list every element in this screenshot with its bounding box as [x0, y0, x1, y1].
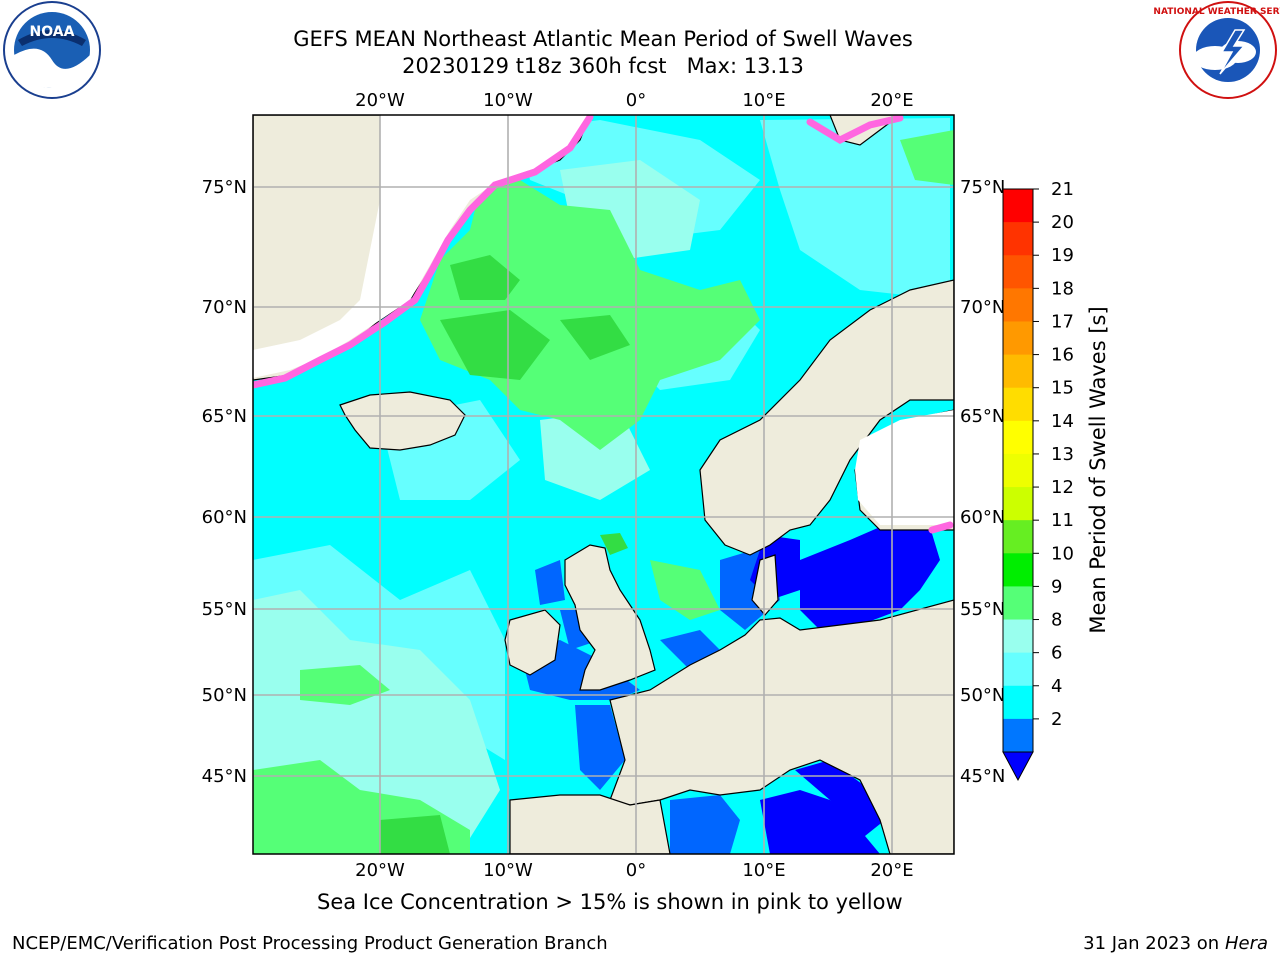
lat-tick-label: 50°N [960, 685, 1005, 706]
lat-tick-label: 55°N [960, 599, 1005, 620]
lat-tick-label: 70°N [202, 297, 247, 318]
lat-tick-label: 45°N [202, 766, 247, 787]
noaa-logo-text: NOAA [30, 24, 75, 40]
colorbar-tick-label: 21 [1051, 179, 1074, 200]
lon-tick-label: 20°E [870, 860, 913, 881]
colorbar-swatch [1003, 420, 1033, 455]
colorbar-tick-label: 20 [1051, 212, 1074, 233]
nws-logo-text: NATIONAL WEATHER SERVICE [1153, 7, 1280, 17]
lon-tick-label: 0° [626, 860, 646, 881]
lat-tick-label: 65°N [960, 406, 1005, 427]
colorbar-swatch [1003, 222, 1033, 256]
sea-ice-edge [253, 115, 954, 534]
colorbar-tick-label: 9 [1051, 576, 1062, 597]
map-frame [252, 114, 955, 855]
lon-tick-label: 10°W [483, 90, 533, 111]
colorbar-tick-label: 11 [1051, 510, 1074, 531]
graticule [253, 115, 954, 854]
colorbar-swatch [1003, 354, 1033, 389]
footer-date-text: 31 Jan 2023 on [1083, 933, 1225, 954]
map-panel [253, 115, 954, 854]
lat-tick-label: 75°N [202, 177, 247, 198]
colorbar-swatch [1003, 718, 1033, 753]
lat-tick-label: 65°N [202, 406, 247, 427]
lat-tick-label: 60°N [960, 507, 1005, 528]
lat-tick-label: 45°N [960, 766, 1005, 787]
colorbar-tick-label: 19 [1051, 245, 1074, 266]
lat-tick-label: 70°N [960, 297, 1005, 318]
colorbar-swatch [1003, 520, 1033, 554]
colorbar-frame [1002, 188, 1034, 753]
lon-ticks-bottom: 20°W 10°W 0° 10°E 20°E [355, 860, 913, 881]
noaa-logo-icon: NOAA [3, 1, 101, 99]
colorbar-tick-label: 14 [1051, 411, 1074, 432]
colorbar-tick-label: 8 [1051, 610, 1062, 631]
sea-ice-caption: Sea Ice Concentration > 15% is shown in … [317, 890, 903, 914]
footer-credit: NCEP/EMC/Verification Post Processing Pr… [12, 933, 608, 954]
lon-tick-label: 20°W [355, 90, 405, 111]
colorbar-swatch [1003, 586, 1033, 621]
lat-tick-label: 50°N [202, 685, 247, 706]
plot-subtitle: 20230129 t18z 360h fcst Max: 13.13 [402, 54, 804, 78]
colorbar-tick-label: 4 [1051, 676, 1062, 697]
colorbar-swatch [1003, 453, 1033, 488]
colorbar-tick-label: 13 [1051, 444, 1074, 465]
plot-title: GEFS MEAN Northeast Atlantic Mean Period… [293, 27, 913, 51]
colorbar-tick-label: 15 [1051, 378, 1074, 399]
lat-tick-label: 75°N [960, 177, 1005, 198]
lon-ticks-top: 20°W 10°W 0° 10°E 20°E [355, 90, 913, 111]
swell-field-green-dark [380, 255, 630, 854]
colorbar-tick-label: 18 [1051, 278, 1074, 299]
colorbar-tick-label: 10 [1051, 543, 1074, 564]
lat-ticks-left: 75°N 70°N 65°N 60°N 55°N 50°N 45°N [202, 177, 247, 787]
sea-ice-white [253, 115, 954, 525]
lon-tick-label: 20°E [870, 90, 913, 111]
colorbar-tick-label: 16 [1051, 345, 1074, 366]
colorbar-swatch [1003, 288, 1033, 322]
footer-host: Hera [1224, 933, 1268, 954]
lon-tick-label: 10°E [742, 90, 785, 111]
nws-logo-icon: NATIONAL WEATHER SERVICE [1153, 1, 1280, 99]
colorbar-label: Mean Period of Swell Waves [s] [1086, 306, 1110, 633]
colorbar-tick-label: 17 [1051, 311, 1074, 332]
colorbar-swatch [1003, 487, 1033, 521]
colorbar-swatch [1003, 553, 1033, 587]
lat-ticks-right: 75°N 70°N 65°N 60°N 55°N 50°N 45°N [960, 177, 1005, 787]
colorbar-tick-label: 6 [1051, 643, 1062, 664]
colorbar: 21 20 19 18 17 16 15 14 13 12 11 10 9 8 6 4 2 [1002, 179, 1074, 782]
colorbar-tick-label: 12 [1051, 477, 1074, 498]
lon-tick-label: 0° [626, 90, 646, 111]
colorbar-swatch [1003, 652, 1033, 687]
colorbar-swatch [1003, 189, 1033, 223]
lon-tick-label: 10°E [742, 860, 785, 881]
colorbar-swatch [1003, 619, 1033, 654]
footer-date: 31 Jan 2023 on Hera [1083, 933, 1268, 954]
colorbar-swatch [1003, 685, 1033, 720]
lat-tick-label: 60°N [202, 507, 247, 528]
colorbar-tick-label: 2 [1051, 709, 1062, 730]
lon-tick-label: 10°W [483, 860, 533, 881]
lon-tick-label: 20°W [355, 860, 405, 881]
colorbar-swatch [1003, 387, 1033, 422]
colorbar-swatch [1003, 321, 1033, 356]
colorbar-swatch [1003, 255, 1033, 289]
colorbar-extend-arrow [1002, 751, 1034, 782]
lat-tick-label: 55°N [202, 599, 247, 620]
